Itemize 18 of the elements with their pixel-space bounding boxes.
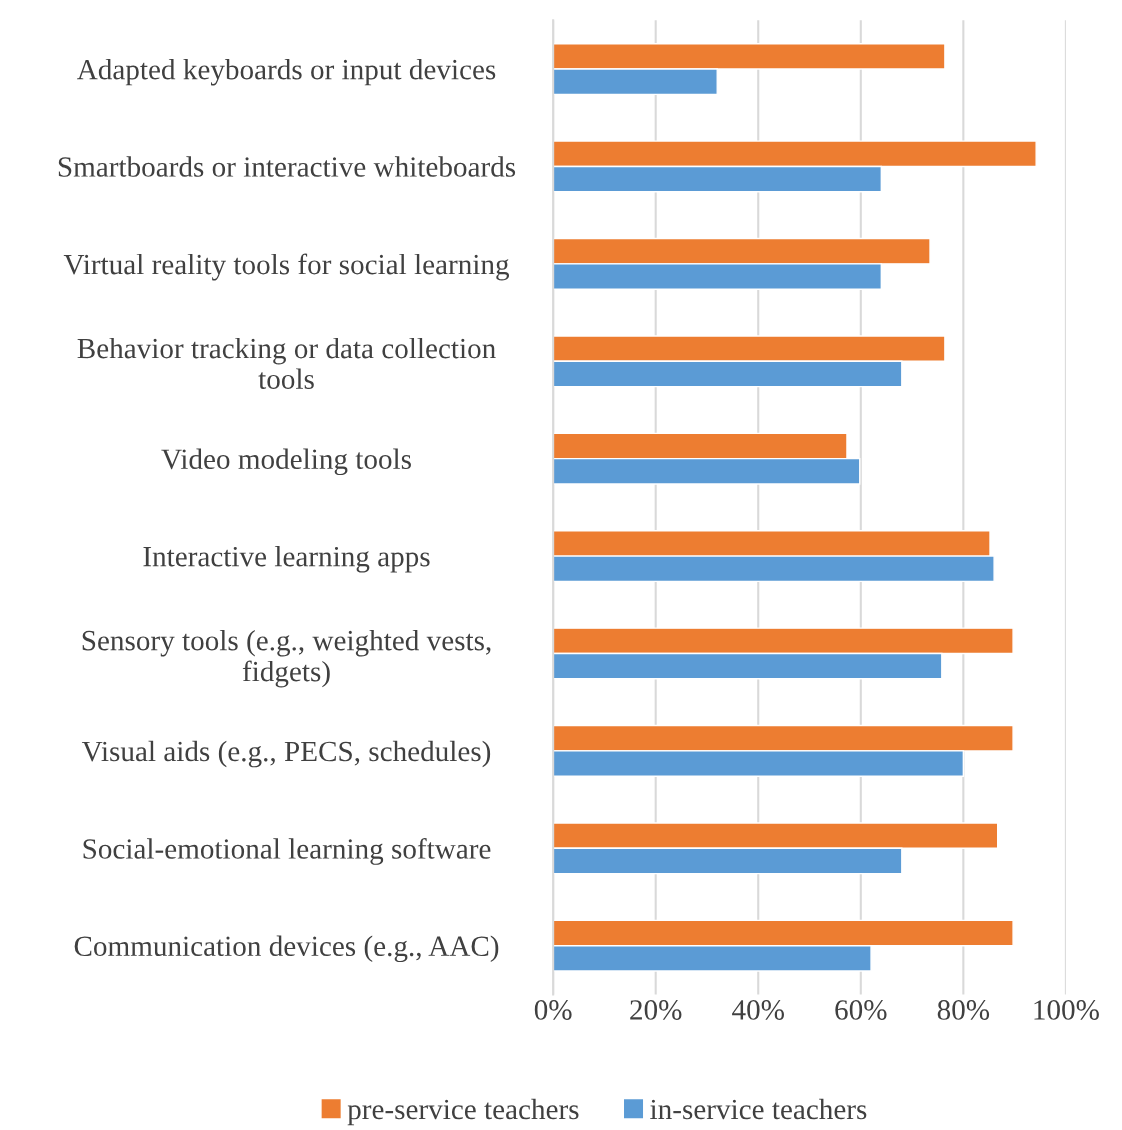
- y-tick-label: Smartboards or interactive whiteboards: [58, 156, 516, 177]
- x-tick-label: 0%: [534, 1000, 572, 1020]
- y-tick-label: Behavior tracking or data collection tools: [77, 337, 496, 389]
- y-tick-label: Adapted keyboards or input devices: [77, 58, 496, 86]
- y-tick-label: Visual aids (e.g., PECS, schedules): [81, 740, 491, 768]
- y-tick-label: Communication devices (e.g., AAC): [74, 935, 499, 963]
- x-tick-label: 40%: [732, 1000, 784, 1020]
- legend-label: in-service teachers: [650, 1098, 867, 1120]
- x-tick-label: 60%: [835, 1000, 887, 1020]
- y-tick-label: Video modeling tools: [161, 448, 411, 476]
- legend-label: pre-service teachers: [347, 1098, 579, 1126]
- y-tick-label: Social-emotional learning software: [83, 838, 491, 865]
- x-tick-label: 100%: [1034, 1000, 1099, 1020]
- y-tick-label: Virtual reality tools for social learning: [63, 253, 510, 281]
- y-tick-label: Interactive learning apps: [143, 545, 430, 573]
- x-tick-label: 80%: [937, 1000, 990, 1020]
- y-tick-label: Sensory tools (e.g., weighted vests, fidgets): [82, 629, 491, 688]
- x-tick-label: 20%: [630, 1000, 682, 1020]
